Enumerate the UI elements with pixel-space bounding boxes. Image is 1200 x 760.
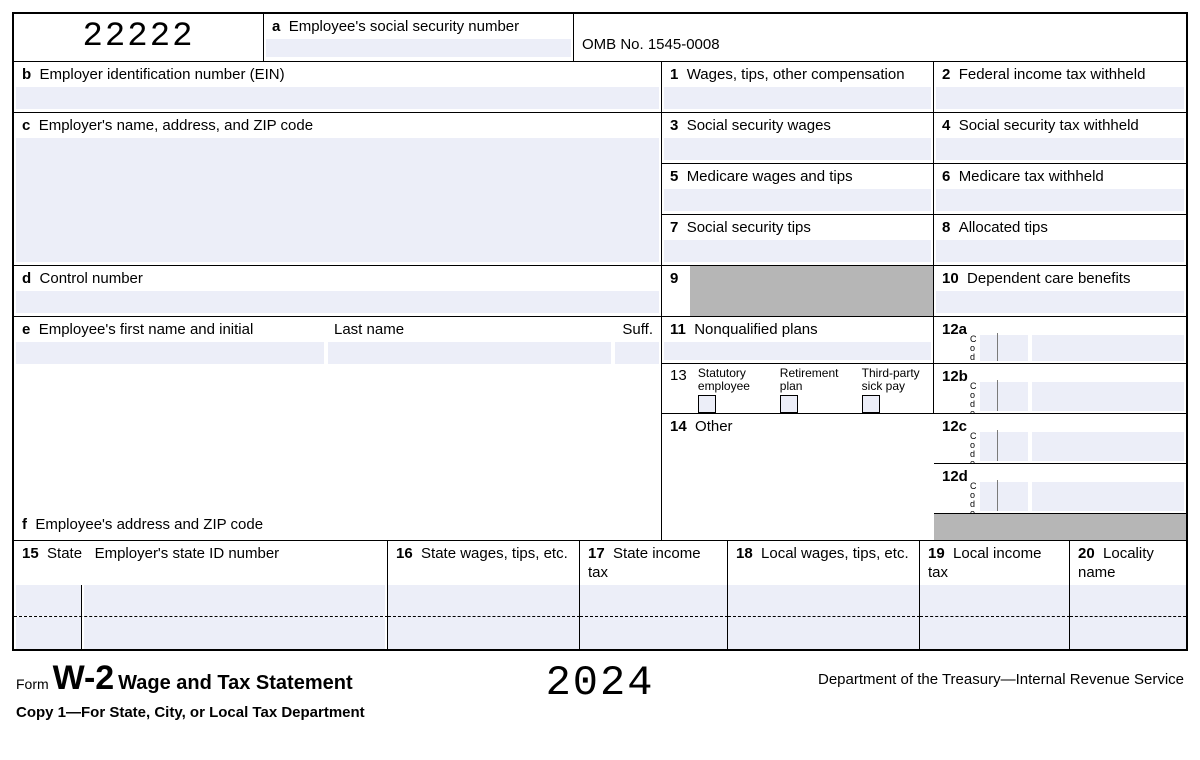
box-d-value[interactable]: [16, 291, 659, 313]
box-b-value[interactable]: [16, 87, 659, 109]
void-indicator: 22222: [14, 14, 264, 62]
box-1: 1 Wages, tips, other compensation: [662, 62, 934, 113]
box-3: 3 Social security wages: [662, 113, 934, 164]
footer-copy: Copy 1—For State, City, or Local Tax Dep…: [16, 704, 500, 721]
form-footer: Form W-2 Wage and Tax Statement Copy 1—F…: [12, 651, 1188, 721]
box-12a: 12a Code: [934, 317, 1186, 364]
box-12a-code[interactable]: [980, 335, 1028, 361]
footer-form-word: Form: [16, 676, 49, 692]
box-12a-value[interactable]: [1032, 335, 1184, 361]
box-12d: 12d Code: [934, 464, 1186, 514]
box-16-value-1[interactable]: [388, 585, 580, 617]
box-6: 6 Medicare tax withheld: [934, 164, 1186, 215]
box-e-last-value[interactable]: [328, 342, 611, 364]
box-7: 7 Social security tips: [662, 215, 934, 266]
box-16-value-2[interactable]: [388, 617, 580, 649]
box-12d-value[interactable]: [1032, 482, 1184, 511]
box-9-grey: [690, 266, 933, 316]
box-14: 14 Other: [662, 414, 934, 541]
box-5: 5 Medicare wages and tips: [662, 164, 934, 215]
box-13-statutory-checkbox[interactable]: [698, 395, 716, 413]
box-9: 9: [662, 266, 934, 317]
box-11: 11 Nonqualified plans: [662, 317, 934, 364]
box-5-value[interactable]: [664, 189, 931, 211]
box-8-value[interactable]: [936, 240, 1184, 262]
box-19-value-2[interactable]: [920, 617, 1070, 649]
box-15: 15 State Employer's state ID number: [14, 541, 388, 585]
box-17-value-1[interactable]: [580, 585, 728, 617]
w2-form: 22222 a Employee's social security numbe…: [12, 12, 1188, 651]
box-18-value-1[interactable]: [728, 585, 920, 617]
box-20-value-1[interactable]: [1070, 585, 1186, 617]
box-13: 13 Statutoryemployee Retirementplan Thir…: [662, 364, 934, 414]
box-c: c Employer's name, address, and ZIP code: [14, 113, 662, 266]
box-12c-value[interactable]: [1032, 432, 1184, 461]
footer-year: 2024: [500, 659, 700, 707]
box-2-value[interactable]: [936, 87, 1184, 109]
box-12b-code[interactable]: [980, 382, 1028, 411]
box-7-value[interactable]: [664, 240, 931, 262]
box-e-first-value[interactable]: [16, 342, 324, 364]
box-13-thirdparty-checkbox[interactable]: [862, 395, 880, 413]
box-15-ein-value-1[interactable]: [84, 585, 385, 616]
box-4: 4 Social security tax withheld: [934, 113, 1186, 164]
box-20: 20 Locality name: [1070, 541, 1186, 585]
box-c-value[interactable]: [16, 138, 659, 262]
box-4-value[interactable]: [936, 138, 1184, 160]
box-1-value[interactable]: [664, 87, 931, 109]
box-15-state-value-1[interactable]: [16, 585, 82, 616]
box-18: 18 Local wages, tips, etc.: [728, 541, 920, 585]
box-e-suff-value[interactable]: [615, 342, 659, 364]
box-19: 19 Local income tax: [920, 541, 1070, 585]
box-d: d Control number: [14, 266, 662, 317]
box-12b-value[interactable]: [1032, 382, 1184, 411]
box-19-value-1[interactable]: [920, 585, 1070, 617]
box-10-value[interactable]: [936, 291, 1184, 313]
box-12b: 12b Code: [934, 364, 1186, 414]
footer-form-name: W-2: [53, 659, 115, 697]
footer-dept: Department of the Treasury—Internal Reve…: [700, 659, 1184, 688]
omb-number: OMB No. 1545-0008: [574, 14, 1186, 57]
box-13-retirement-checkbox[interactable]: [780, 395, 798, 413]
void-digits: 22222: [14, 14, 263, 56]
box-12c-code[interactable]: [980, 432, 1028, 461]
omb-cell: OMB No. 1545-0008: [574, 14, 1186, 62]
box-6-value[interactable]: [936, 189, 1184, 211]
box-e-f: e Employee's first name and initial Last…: [14, 317, 662, 541]
box-11-value[interactable]: [664, 342, 931, 360]
box-12d-code[interactable]: [980, 482, 1028, 511]
box-12c: 12c Code: [934, 414, 1186, 464]
box-3-value[interactable]: [664, 138, 931, 160]
box-15-ein-value-2[interactable]: [84, 617, 385, 649]
box-18-value-2[interactable]: [728, 617, 920, 649]
grey-fill-bottom: [934, 514, 1186, 541]
box-20-value-2[interactable]: [1070, 617, 1186, 649]
box-8: 8 Allocated tips: [934, 215, 1186, 266]
box-a-value[interactable]: [266, 39, 571, 57]
box-a: a Employee's social security number: [264, 14, 574, 62]
box-b: b Employer identification number (EIN): [14, 62, 662, 113]
box-16: 16 State wages, tips, etc.: [388, 541, 580, 585]
box-2: 2 Federal income tax withheld: [934, 62, 1186, 113]
footer-title: Wage and Tax Statement: [118, 672, 353, 694]
box-15-state-value-2[interactable]: [16, 617, 82, 649]
box-10: 10 Dependent care benefits: [934, 266, 1186, 317]
box-17-value-2[interactable]: [580, 617, 728, 649]
box-17: 17 State income tax: [580, 541, 728, 585]
